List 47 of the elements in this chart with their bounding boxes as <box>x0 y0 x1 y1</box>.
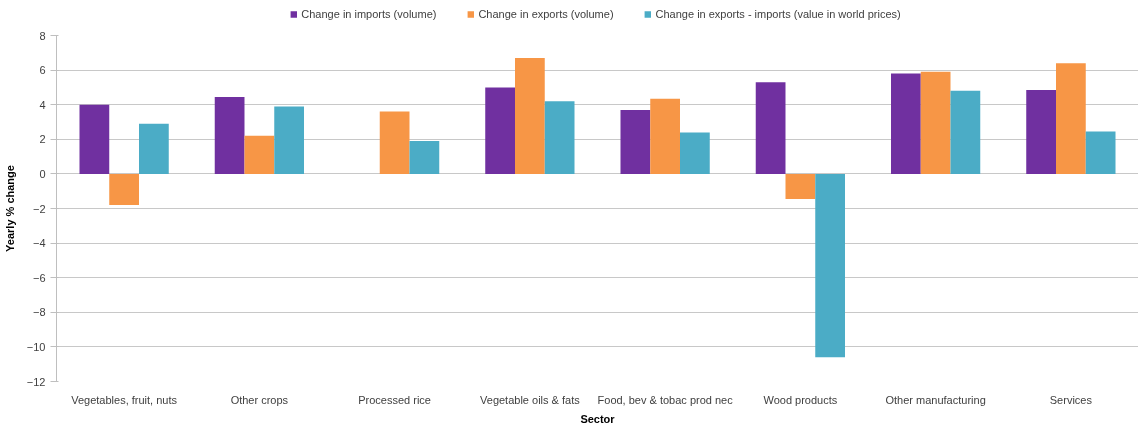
bar <box>1085 131 1116 174</box>
y-tick-label: −2 <box>32 202 46 215</box>
bar <box>139 123 169 174</box>
x-axis-title: Sector <box>580 412 616 425</box>
bar <box>79 104 110 174</box>
y-tick-label: 4 <box>39 98 46 111</box>
bar <box>650 98 680 174</box>
bar <box>1056 63 1086 174</box>
bar <box>109 173 139 206</box>
y-tick-label: −4 <box>32 237 46 250</box>
bar <box>244 135 275 174</box>
bar <box>680 132 710 174</box>
bar <box>485 87 515 174</box>
x-tick-label: Processed rice <box>358 393 432 406</box>
bar <box>214 96 245 174</box>
bar <box>785 173 816 199</box>
bar <box>755 82 786 174</box>
bar <box>890 73 921 174</box>
legend-label: Change in imports (volume) <box>301 8 437 20</box>
x-tick-label: Vegetable oils & fats <box>480 393 581 406</box>
bar <box>515 57 545 174</box>
y-tick-label: 2 <box>39 133 46 146</box>
bar <box>620 109 651 174</box>
bar <box>379 111 410 174</box>
x-tick-label: Other crops <box>230 393 289 406</box>
bar <box>815 173 846 358</box>
legend-label: Change in exports - imports (value in world prices) <box>655 8 901 20</box>
x-tick-label: Services <box>1049 393 1093 406</box>
bar <box>544 101 575 174</box>
y-tick-label: 8 <box>39 29 46 42</box>
y-tick-label: −8 <box>32 306 46 319</box>
x-tick-label: Other manufacturing <box>885 393 986 406</box>
x-tick-label: Vegetables, fruit, nuts <box>71 393 178 406</box>
x-tick-label: Wood products <box>763 393 838 406</box>
y-tick-label: −12 <box>26 375 46 388</box>
y-tick-label: −10 <box>26 340 46 353</box>
bar <box>274 106 305 174</box>
legend-label: Change in exports (volume) <box>478 8 614 20</box>
y-tick-label: −6 <box>32 271 46 284</box>
x-tick-label: Food, bev & tobac prod nec <box>597 393 734 406</box>
bar <box>920 71 951 174</box>
bar <box>950 90 981 174</box>
y-tick-label: 0 <box>39 167 46 180</box>
bar <box>409 141 440 174</box>
y-tick-label: 6 <box>39 64 46 77</box>
y-axis-title: Yearly % change <box>3 165 16 252</box>
bar <box>1026 89 1056 174</box>
